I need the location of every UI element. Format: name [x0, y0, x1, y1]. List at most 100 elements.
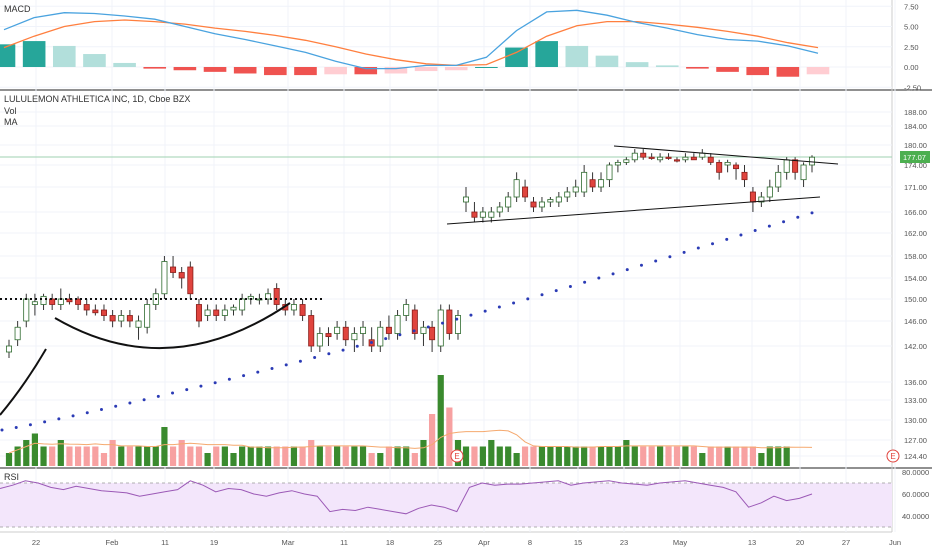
- rsi-pane: [0, 480, 892, 528]
- rsi-title: RSI: [4, 472, 19, 482]
- volume-bar: [505, 446, 512, 466]
- volume-bar: [488, 440, 495, 466]
- macd-histogram-bar: [716, 67, 739, 72]
- candle-body: [792, 159, 799, 173]
- macd-histogram-bar: [595, 55, 619, 67]
- price-y-tick: 127.00: [904, 436, 927, 445]
- candle-body: [699, 152, 706, 158]
- candle-body: [411, 309, 418, 334]
- candle-body: [673, 159, 680, 162]
- candle-body: [657, 156, 664, 161]
- volume-bar: [14, 446, 21, 466]
- volume-bar: [135, 446, 142, 466]
- x-tick-label: Jun: [889, 538, 901, 547]
- sar-dot: [810, 211, 814, 215]
- candle-body: [144, 304, 151, 328]
- last-price-badge: [900, 151, 930, 163]
- sar-dot: [711, 242, 715, 246]
- sar-dot: [384, 337, 388, 341]
- price-y-tick: 158.00: [904, 252, 927, 261]
- sar-dot: [767, 224, 771, 228]
- sar-dot: [583, 280, 587, 284]
- sar-dot: [298, 359, 302, 363]
- sar-dot: [597, 276, 601, 280]
- volume-bar: [547, 446, 554, 466]
- sar-dot: [313, 356, 317, 360]
- volume-bar: [555, 446, 562, 466]
- sar-dot: [28, 423, 32, 427]
- sar-dot: [213, 381, 217, 385]
- sar-dot: [483, 309, 487, 313]
- candle-body: [230, 306, 237, 311]
- macd-histogram-bar: [686, 67, 709, 69]
- candle-body: [31, 301, 38, 305]
- volume-bar: [299, 446, 306, 466]
- rounded-bottom-curve: [54, 302, 291, 350]
- candle-body: [623, 159, 630, 163]
- sar-dot: [398, 333, 402, 337]
- macd-histogram-bar: [324, 67, 347, 75]
- x-tick-label: 18: [386, 538, 394, 547]
- macd-histogram-bar: [655, 65, 679, 67]
- volume-bar: [83, 446, 90, 466]
- volume-bar: [161, 427, 168, 466]
- candle-body: [446, 309, 453, 334]
- price-y-tick: 166.00: [904, 208, 927, 217]
- volume-bar: [690, 446, 697, 466]
- candle-body: [437, 309, 444, 347]
- candle-body: [403, 304, 410, 316]
- candle-body: [665, 156, 672, 159]
- candle-body: [749, 191, 756, 203]
- candle-body: [170, 266, 177, 273]
- volume-bar: [377, 453, 384, 466]
- candle-body: [109, 315, 116, 322]
- macd-histogram-bar: [475, 67, 498, 68]
- volume-bar: [359, 446, 367, 466]
- sar-dot: [256, 370, 260, 374]
- price-pane: E: [0, 145, 892, 466]
- sar-dot: [512, 301, 516, 305]
- macd-histogram-bar: [565, 45, 589, 67]
- candle-body: [187, 266, 194, 295]
- sar-dot: [341, 348, 345, 352]
- candle-body: [631, 152, 638, 161]
- macd-y-tick: 7.50: [904, 2, 919, 11]
- macd-histogram-bar: [173, 67, 197, 71]
- volume-bar: [273, 446, 280, 466]
- candle-body: [290, 304, 297, 311]
- sar-dot: [142, 398, 146, 402]
- candle-body: [316, 333, 323, 347]
- sar-dot: [99, 408, 103, 412]
- volume-bar: [766, 446, 773, 466]
- candle-body: [589, 179, 596, 188]
- volume-bar: [665, 446, 672, 466]
- sar-dot: [57, 417, 61, 421]
- x-tick-label: 25: [434, 538, 442, 547]
- candle-body: [204, 309, 211, 316]
- candle-body: [547, 199, 554, 203]
- earnings-axis-marker-label: E: [890, 452, 895, 461]
- volume-bar: [92, 446, 99, 466]
- x-tick-label: 20: [796, 538, 804, 547]
- candle-body: [505, 196, 512, 208]
- price-y-tick: 174.00: [904, 161, 927, 170]
- price-y-tick: 188.00: [904, 108, 927, 117]
- candle-body: [351, 333, 358, 341]
- sar-dot: [171, 391, 175, 395]
- volume-bar: [732, 446, 740, 466]
- rsi-y-tick: 80.0000: [902, 468, 929, 477]
- last-price-label: 177.07: [903, 153, 926, 162]
- candle-body: [195, 304, 202, 322]
- volume-ma-line: [8, 429, 813, 454]
- volume-bar: [368, 453, 375, 466]
- price-y-tick: 171.00: [904, 183, 927, 192]
- candle-body: [66, 298, 73, 303]
- volume-bar: [521, 446, 529, 466]
- candle-body: [420, 326, 427, 334]
- sar-dot: [696, 246, 700, 250]
- sar-dot: [782, 220, 786, 224]
- candle-body: [83, 304, 90, 311]
- volume-bar: [247, 446, 254, 466]
- candle-body: [308, 315, 315, 347]
- volume-bar: [589, 446, 596, 466]
